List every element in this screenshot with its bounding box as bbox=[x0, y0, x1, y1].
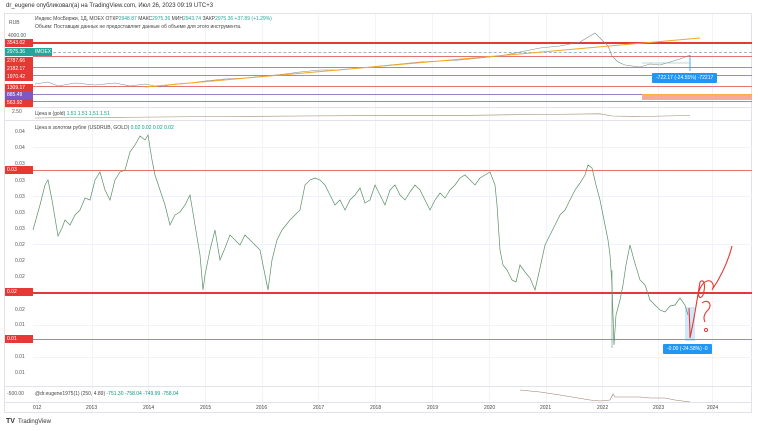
level-line[interactable] bbox=[33, 56, 752, 57]
pane-separator[interactable] bbox=[4, 120, 752, 121]
y-tick: 0.01 bbox=[15, 322, 25, 328]
y-tick: 0.02 bbox=[15, 274, 25, 280]
indicator-line bbox=[519, 389, 691, 403]
grid-line bbox=[712, 14, 713, 414]
grid-line bbox=[546, 14, 547, 414]
x-tick: 2016 bbox=[256, 405, 268, 411]
tradingview-logo-icon: TV bbox=[6, 418, 15, 425]
price-tag: 0.02 bbox=[5, 288, 33, 296]
imoex-price-line bbox=[34, 32, 691, 88]
level-line[interactable] bbox=[33, 75, 752, 76]
tradingview-brand[interactable]: TV TradingView bbox=[6, 418, 51, 425]
x-tick: 2024 bbox=[707, 405, 719, 411]
x-tick: 2015 bbox=[200, 405, 212, 411]
grid-line bbox=[432, 14, 433, 414]
y-tick: -500.00 bbox=[7, 391, 24, 397]
level-line[interactable] bbox=[33, 170, 752, 171]
grid-line bbox=[33, 244, 752, 245]
pane4-legend: @dr.eugene1975(1) (250, 4.89) -751.30 -7… bbox=[35, 391, 179, 397]
hand-drawn-forecast bbox=[688, 245, 733, 339]
y-tick: 0.03 bbox=[15, 210, 25, 216]
y-tick: 0.01 bbox=[15, 370, 25, 376]
level-line[interactable] bbox=[33, 292, 752, 294]
x-tick: 2019 bbox=[427, 405, 439, 411]
trend-line bbox=[144, 37, 701, 88]
grid-line bbox=[92, 14, 93, 414]
x-tick: 2018 bbox=[370, 405, 382, 411]
pane2-legend: Цена в (gold) 1.51 1.51 1.51 1.51 bbox=[35, 111, 110, 117]
y-tick: 0.03 bbox=[15, 161, 25, 167]
measure-label[interactable]: -0.00 (-24.58%) -0 bbox=[663, 344, 712, 354]
level-line[interactable] bbox=[33, 339, 752, 340]
level-line[interactable] bbox=[33, 67, 752, 68]
price-tag: 3543.02 bbox=[5, 39, 33, 47]
symbol-tag: IMOEX bbox=[33, 48, 52, 56]
y-tick: 0.02 bbox=[15, 242, 25, 248]
grid-line bbox=[658, 14, 659, 414]
level-line[interactable] bbox=[33, 94, 752, 95]
y-tick: 0.03 bbox=[15, 194, 25, 200]
price-tag: 2975.36 bbox=[5, 48, 33, 56]
pane3-legend: Цена в золотом рубле (USDRUB, GOLD) 0.02… bbox=[35, 125, 174, 131]
level-line[interactable] bbox=[33, 42, 752, 44]
y-tick: 0.03 bbox=[15, 226, 25, 232]
grid-line bbox=[318, 14, 319, 414]
volume-note: Объем: Поставщик данных не предоставляет… bbox=[35, 24, 242, 30]
pane1-legend: Индекс МосБиржи, 1Д, MOEX ОТКР2948.87 МА… bbox=[35, 16, 272, 22]
price-tag: 563.92 bbox=[5, 99, 33, 107]
y-tick: 0.04 bbox=[15, 129, 25, 135]
y-tick: 0.04 bbox=[15, 145, 25, 151]
currency-label: RUB bbox=[9, 20, 20, 26]
grid-line bbox=[33, 357, 752, 358]
y-tick: 0.01 bbox=[15, 354, 25, 360]
price-tag: 0.01 bbox=[5, 335, 33, 343]
chart-frame bbox=[4, 13, 752, 413]
x-tick: 2021 bbox=[540, 405, 552, 411]
y-tick: 0.03 bbox=[15, 178, 25, 184]
usdrub-gold-line bbox=[32, 133, 689, 346]
publisher-caption: dr_eugene опубликовал(а) на TradingView.… bbox=[6, 3, 214, 9]
measure-label[interactable]: -722.17 (-24.55%) -72217 bbox=[652, 73, 718, 83]
grid-line bbox=[375, 14, 376, 414]
x-tick: 2022 bbox=[597, 405, 609, 411]
y-tick: 4000.00 bbox=[8, 33, 27, 39]
question-mark bbox=[701, 300, 711, 323]
price-tag: 0.03 bbox=[5, 166, 33, 174]
price-tag: 1309.17 bbox=[5, 84, 33, 92]
pane-separator[interactable] bbox=[4, 386, 752, 387]
grid-line bbox=[33, 147, 752, 148]
grid-line bbox=[489, 14, 490, 414]
x-tick: 2014 bbox=[143, 405, 155, 411]
highlight-zone[interactable] bbox=[642, 94, 752, 100]
y-tick: 2.50 bbox=[12, 109, 22, 115]
x-tick: 012 bbox=[33, 405, 42, 411]
y-tick: 0.02 bbox=[15, 307, 25, 313]
x-tick: 2013 bbox=[86, 405, 98, 411]
grid-line bbox=[33, 196, 752, 197]
x-tick: 2023 bbox=[653, 405, 665, 411]
pane-separator[interactable] bbox=[4, 107, 752, 108]
gold-line bbox=[34, 113, 691, 119]
last-price-line bbox=[33, 52, 752, 53]
price-tag: 1970.42 bbox=[5, 73, 33, 81]
price-tag: 2787.66 bbox=[5, 57, 33, 65]
grid-line bbox=[262, 14, 263, 414]
x-tick: 2017 bbox=[313, 405, 325, 411]
price-tag: 885.49 bbox=[5, 91, 33, 99]
grid-line bbox=[205, 14, 206, 414]
grid-line bbox=[33, 325, 752, 326]
level-line[interactable] bbox=[33, 86, 752, 87]
price-tag: 2182.17 bbox=[5, 65, 33, 73]
time-axis-separator bbox=[4, 402, 752, 403]
y-tick: 0.02 bbox=[15, 258, 25, 264]
grid-line bbox=[148, 14, 149, 414]
level-line[interactable] bbox=[33, 101, 752, 102]
x-tick: 2020 bbox=[484, 405, 496, 411]
